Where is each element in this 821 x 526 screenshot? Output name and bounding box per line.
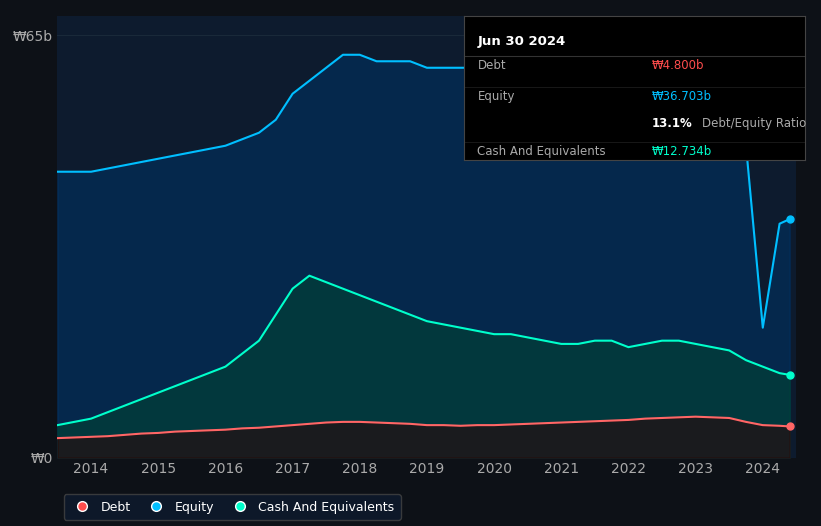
Text: Debt: Debt	[478, 59, 506, 72]
Text: Cash And Equivalents: Cash And Equivalents	[478, 145, 606, 157]
Text: ₩36.703b: ₩36.703b	[651, 89, 711, 103]
Text: Equity: Equity	[478, 89, 515, 103]
Text: ₩12.734b: ₩12.734b	[651, 145, 712, 157]
Text: Debt/Equity Ratio: Debt/Equity Ratio	[702, 117, 806, 130]
Text: 13.1%: 13.1%	[651, 117, 692, 130]
Text: Jun 30 2024: Jun 30 2024	[478, 35, 566, 47]
Legend: Debt, Equity, Cash And Equivalents: Debt, Equity, Cash And Equivalents	[64, 494, 401, 520]
Text: ₩4.800b: ₩4.800b	[651, 59, 704, 72]
